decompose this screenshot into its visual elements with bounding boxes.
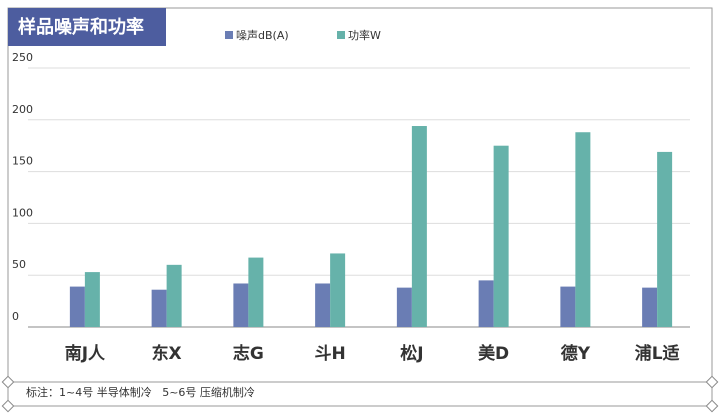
- x-tick-label: 松J: [400, 343, 423, 364]
- y-tick-label: 200: [12, 103, 33, 116]
- bar: [84, 272, 100, 327]
- frame: [7, 7, 713, 383]
- x-tick-label: 南J人: [65, 343, 106, 364]
- bar: [396, 287, 412, 327]
- corner-marker: [705, 375, 719, 389]
- legend-label: 噪声dB(A): [236, 28, 289, 42]
- bar: [151, 289, 167, 327]
- y-tick-label: 250: [12, 51, 33, 64]
- bar: [330, 253, 346, 327]
- corner-marker: [1, 375, 15, 389]
- bar: [560, 286, 576, 327]
- bar: [315, 283, 331, 327]
- y-tick-label: 150: [12, 155, 33, 168]
- bar: [69, 286, 85, 327]
- x-tick-label: 东X: [152, 343, 182, 364]
- bar: [493, 145, 509, 327]
- bar: [166, 264, 182, 327]
- bar: [478, 280, 494, 327]
- x-tick-label: 德Y: [561, 343, 591, 364]
- y-tick-label: 50: [12, 258, 26, 271]
- note: 标注：1~4号 半导体制冷 5~6号 压缩机制冷: [26, 385, 255, 399]
- corner-marker: [705, 399, 719, 413]
- x-tick-label: 志G: [233, 343, 264, 364]
- bar: [411, 126, 427, 328]
- legend-label: 功率W: [348, 28, 381, 42]
- x-tick-label: 浦L适: [635, 343, 680, 364]
- bar: [657, 151, 673, 327]
- chart-title: 样品噪声和功率: [18, 16, 144, 38]
- bar: [248, 257, 264, 327]
- legend-swatch: [337, 31, 345, 39]
- bar: [575, 132, 591, 327]
- x-tick-label: 美D: [478, 343, 509, 364]
- y-tick-label: 0: [12, 310, 19, 323]
- corner-marker: [1, 399, 15, 413]
- legend-swatch: [225, 31, 233, 39]
- x-tick-label: 斗H: [315, 344, 346, 364]
- bar: [233, 283, 249, 327]
- title-box: [8, 8, 166, 46]
- bar: [642, 287, 658, 327]
- y-tick-label: 100: [12, 206, 33, 219]
